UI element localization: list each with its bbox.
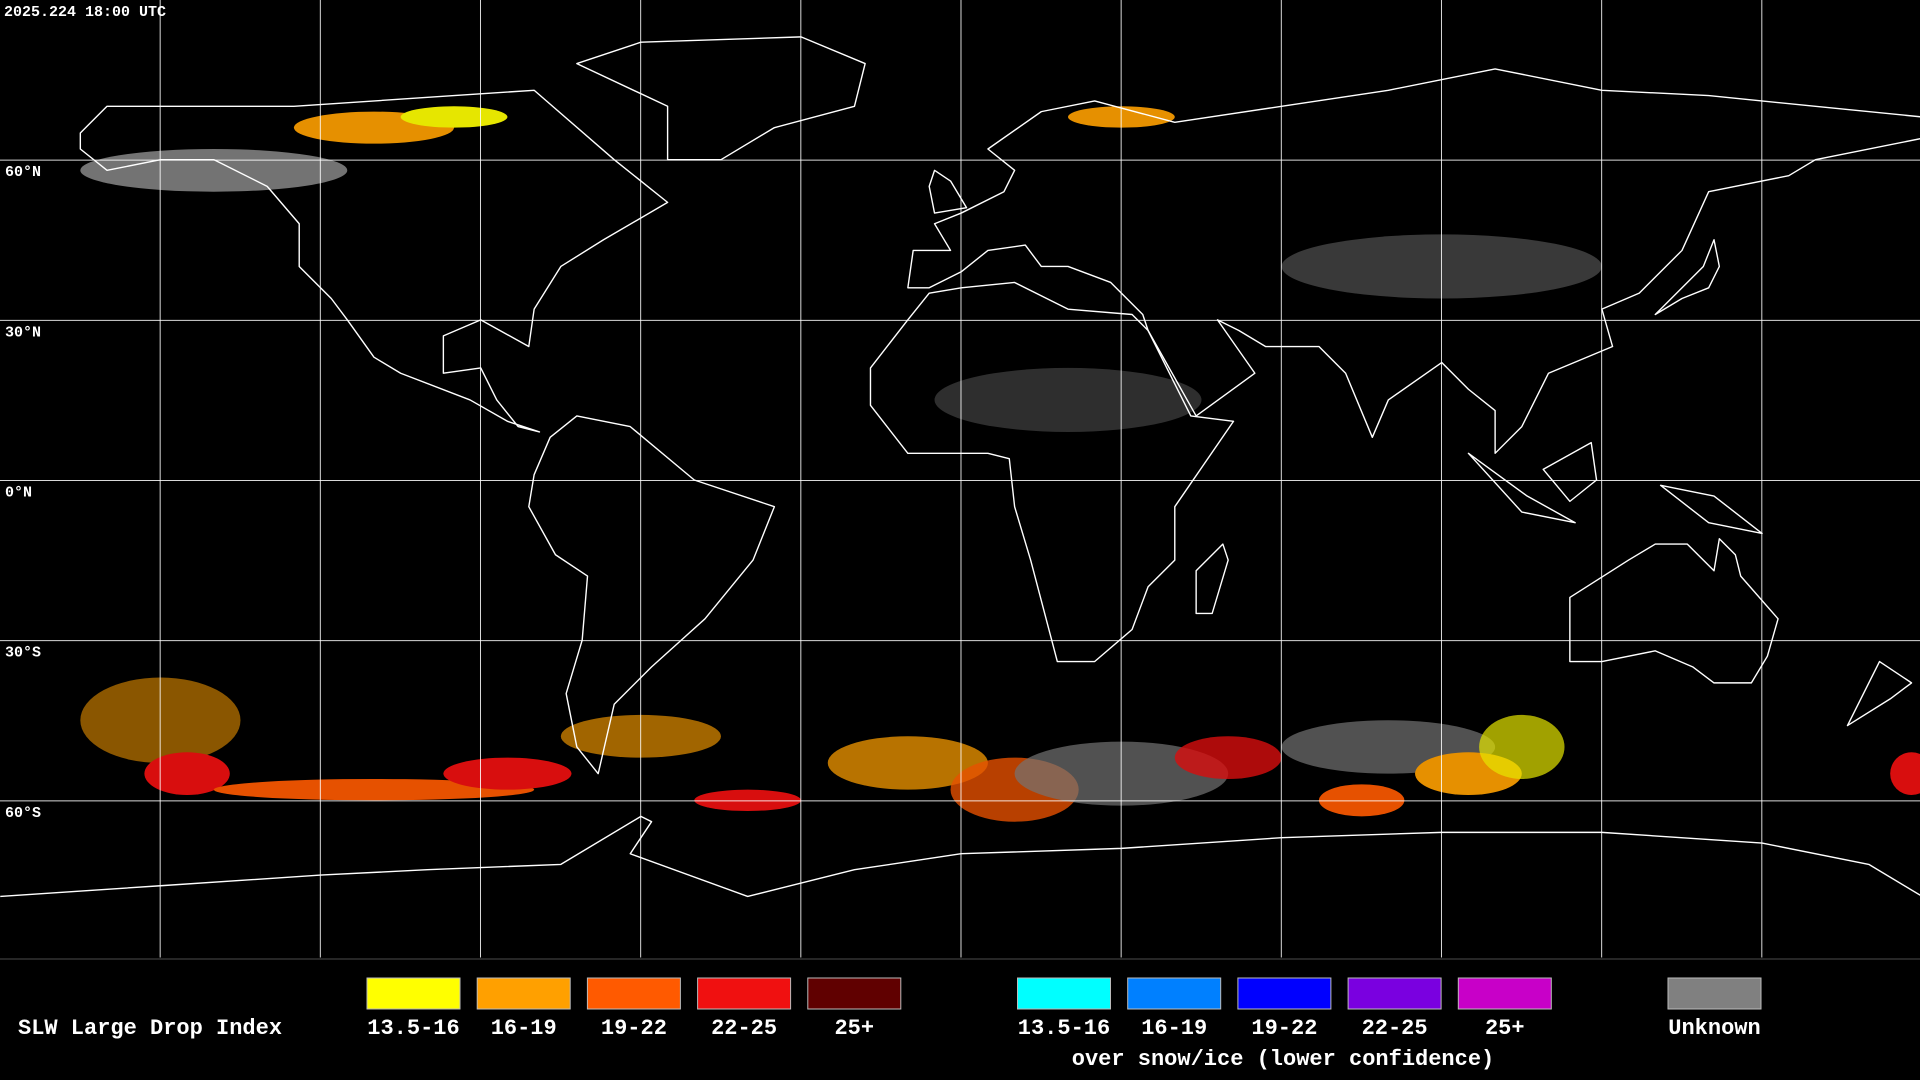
latitude-label: 30°N — [5, 324, 41, 341]
legend-label: 22-25 — [1362, 1016, 1428, 1041]
legend-label: 22-25 — [711, 1016, 777, 1041]
legend-swatch — [1457, 977, 1552, 1010]
graticule — [0, 0, 1920, 958]
legend-label: 25+ — [834, 1016, 874, 1041]
legend-swatch — [697, 977, 792, 1010]
legend-swatch — [1017, 977, 1111, 1010]
legend-swatch — [1667, 977, 1762, 1010]
legend-label: 19-22 — [601, 1016, 667, 1041]
legend-swatch — [807, 977, 902, 1010]
overlay-labels: 2025.224 18:00 UTC 60°N 30°N 0°N 30°S 60°S — [4, 4, 166, 822]
legend-swatch — [366, 977, 461, 1010]
legend-swatch — [1347, 977, 1442, 1010]
legend-label: 16-19 — [1141, 1016, 1207, 1041]
map — [0, 37, 1920, 897]
legend-label: 13.5-16 — [367, 1016, 459, 1041]
legend-swatch — [1237, 977, 1332, 1010]
legend-divider — [0, 958, 1920, 960]
legend-label: Unknown — [1668, 1016, 1760, 1041]
latitude-label: 60°S — [5, 805, 41, 822]
latitude-label: 0°N — [5, 484, 32, 501]
map-content — [0, 37, 1920, 897]
legend-label: 16-19 — [491, 1016, 557, 1041]
legend: SLW Large Drop Index 13.5-16 16-19 19-22 22… — [18, 977, 1762, 1072]
legend-label: 25+ — [1485, 1016, 1525, 1041]
legend-label: 19-22 — [1251, 1016, 1317, 1041]
legend-swatch — [1127, 977, 1222, 1010]
legend-title: SLW Large Drop Index — [18, 1016, 282, 1041]
timestamp: 2025.224 18:00 UTC — [4, 4, 166, 21]
latitude-label: 30°S — [5, 645, 41, 662]
legend-swatch — [476, 977, 571, 1010]
legend-label: 13.5-16 — [1018, 1016, 1110, 1041]
latitude-label: 60°N — [5, 164, 41, 181]
legend-swatch — [586, 977, 681, 1010]
legend-caption: over snow/ice (lower confidence) — [1072, 1047, 1494, 1072]
